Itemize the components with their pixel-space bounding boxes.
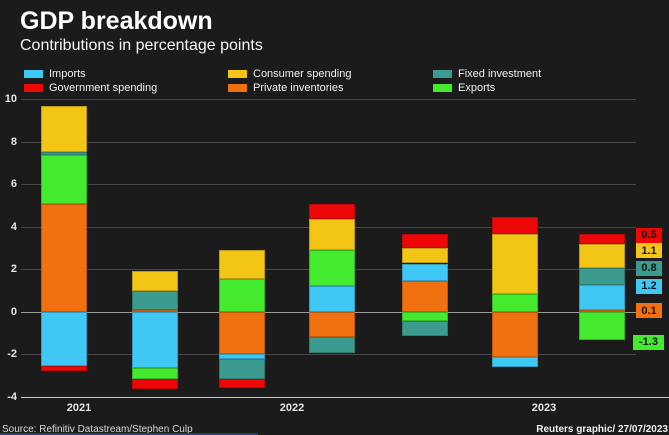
credit-line: Reuters graphic/ 27/07/2023 xyxy=(536,424,668,435)
inventories-swatch-icon xyxy=(228,83,247,92)
bar-7-segment-fixed xyxy=(579,267,625,285)
legend-label: Imports xyxy=(49,67,86,80)
gridline-y-4 xyxy=(21,396,669,398)
bar-1-segment-fixed xyxy=(41,151,87,156)
bar-4-segment-consumer xyxy=(309,218,356,250)
x-axis-year-label: 2023 xyxy=(531,402,557,414)
value-chip-imports: 1.2 xyxy=(636,278,662,294)
legend-item-exports: Exports xyxy=(433,81,541,94)
bottom-edge-rule xyxy=(0,433,258,435)
legend-label: Exports xyxy=(458,81,496,94)
y-axis-tick-label: 4 xyxy=(10,220,17,233)
y-axis-tick-label: 10 xyxy=(4,93,17,106)
legend-column: Fixed investment Exports xyxy=(433,67,541,95)
exports-swatch-icon xyxy=(433,83,452,92)
y-axis-tick-label: 6 xyxy=(10,178,17,191)
gridline-y6 xyxy=(21,184,636,186)
legend-item-consumer: Consumer spending xyxy=(228,67,351,80)
bar-3-segment-imports xyxy=(219,353,265,360)
y-axis-tick-label: 8 xyxy=(10,135,17,148)
bar-2-segment-inventories xyxy=(131,310,178,313)
bar-5-segment-government xyxy=(401,233,448,248)
legend-label: Fixed investment xyxy=(458,67,542,80)
bar-7-segment-inventories xyxy=(579,310,625,313)
legend-label: Consumer spending xyxy=(253,67,352,80)
legend: Imports Government spending Consumer spend… xyxy=(0,67,669,95)
legend-item-government: Government spending xyxy=(24,81,157,94)
bar-2-segment-imports xyxy=(131,312,178,368)
y-axis-tick-label: -2 xyxy=(7,348,17,361)
value-chip-inventories: 0.1 xyxy=(636,303,662,319)
bar-1-segment-consumer xyxy=(41,106,87,152)
bar-6-segment-consumer xyxy=(491,233,538,295)
bar-1-segment-imports xyxy=(41,312,87,366)
bar-1-segment-government xyxy=(41,365,87,371)
bar-4-segment-exports xyxy=(309,249,356,286)
value-chip-exports: -1.3 xyxy=(633,334,664,350)
bar-4-segment-inventories xyxy=(309,312,356,337)
y-axis-tick-label: -4 xyxy=(7,390,17,403)
bar-4-segment-imports xyxy=(309,285,356,313)
bar-4-segment-fixed xyxy=(309,336,356,353)
bar-4-segment-government xyxy=(309,203,356,219)
legend-item-fixed: Fixed investment xyxy=(433,67,541,80)
bar-1-segment-inventories xyxy=(41,203,87,313)
bar-2-segment-consumer xyxy=(131,270,178,292)
bar-3-segment-consumer xyxy=(219,249,265,280)
bar-3-segment-fixed xyxy=(219,359,265,380)
bar-7-segment-exports xyxy=(579,312,625,341)
bar-2-segment-government xyxy=(131,379,178,389)
legend-label: Government spending xyxy=(49,81,158,94)
value-chip-fixed: 0.8 xyxy=(636,260,662,276)
bar-2-segment-fixed xyxy=(131,291,178,311)
gridline-y8 xyxy=(21,141,636,143)
gridline-y-2 xyxy=(21,354,636,356)
legend-item-imports: Imports xyxy=(24,67,157,80)
legend-column: Consumer spending Private inventories xyxy=(228,67,351,95)
x-axis-year-label: 2021 xyxy=(66,402,92,414)
bar-6-segment-imports xyxy=(491,357,538,367)
bar-5-segment-imports xyxy=(401,263,448,281)
bar-3-segment-exports xyxy=(219,279,265,313)
y-axis-tick-label: 2 xyxy=(10,263,17,276)
legend-column: Imports Government spending xyxy=(24,67,157,95)
bar-7-segment-imports xyxy=(579,284,625,311)
bar-6-segment-exports xyxy=(491,294,538,313)
bar-3-segment-inventories xyxy=(219,312,265,354)
bar-5-segment-fixed xyxy=(401,320,448,336)
bar-7-segment-consumer xyxy=(579,244,625,268)
x-axis-year-label: 2022 xyxy=(279,402,305,414)
gridline-y10 xyxy=(21,99,636,101)
chart-subtitle: Contributions in percentage points xyxy=(20,37,263,54)
bar-2-segment-exports xyxy=(131,367,178,380)
y-axis-tick-label: 0 xyxy=(10,305,17,318)
consumer-swatch-icon xyxy=(228,69,247,78)
bar-6-segment-inventories xyxy=(491,312,538,358)
bar-6-segment-government xyxy=(491,216,538,234)
bar-7-segment-government xyxy=(579,233,625,245)
bar-1-segment-exports xyxy=(41,155,87,204)
bar-5-segment-consumer xyxy=(401,247,448,264)
imports-swatch-icon xyxy=(24,69,43,78)
legend-label: Private inventories xyxy=(253,81,344,94)
fixed-swatch-icon xyxy=(433,69,452,78)
bar-5-segment-exports xyxy=(401,312,448,321)
bar-5-segment-inventories xyxy=(401,280,448,313)
bar-3-segment-government xyxy=(219,379,265,388)
chart-title: GDP breakdown xyxy=(20,7,213,35)
source-attribution: Source: Refinitiv Datastream/Stephen Cul… xyxy=(2,424,193,435)
legend-item-inventories: Private inventories xyxy=(228,81,351,94)
government-swatch-icon xyxy=(24,83,43,92)
value-chip-consumer: 1.1 xyxy=(636,243,662,259)
value-chip-government: 0.5 xyxy=(636,227,662,243)
